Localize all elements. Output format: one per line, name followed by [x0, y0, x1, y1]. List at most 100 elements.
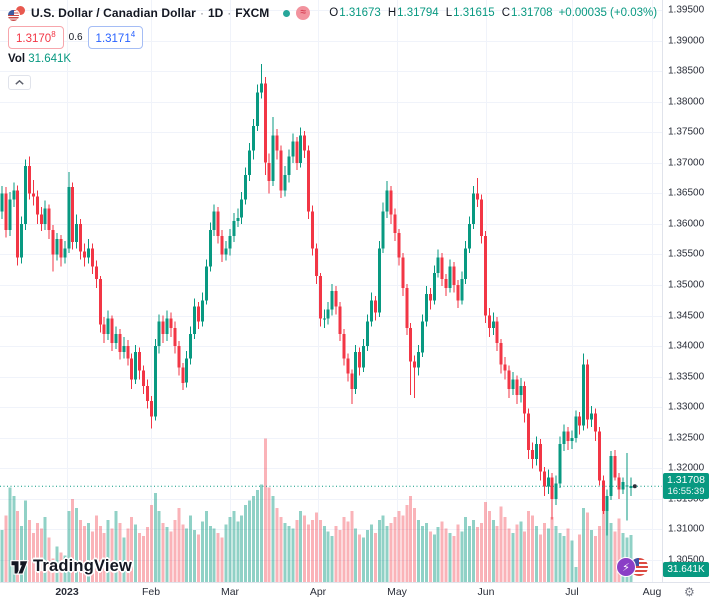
candle-body: [208, 230, 212, 267]
candle-body: [71, 187, 75, 243]
volume-bar: [106, 519, 110, 582]
current-price-badge: 1.31708 16:55:39: [663, 473, 709, 500]
volume-bar: [59, 552, 63, 582]
volume-bar: [421, 525, 424, 582]
candle-body: [153, 346, 157, 417]
candle-body: [314, 248, 318, 276]
time-tick-label: Aug: [642, 586, 662, 598]
volume-bar: [468, 525, 472, 582]
candle-body: [342, 333, 346, 359]
candle-body: [389, 190, 393, 215]
volume-bar: [224, 524, 228, 582]
candle-body: [511, 379, 515, 389]
candle-body: [334, 291, 338, 307]
candle-body: [224, 248, 228, 255]
candle-body: [318, 275, 322, 319]
lightning-event-icon[interactable]: ⚡: [616, 557, 636, 577]
volume-layer: [0, 438, 633, 582]
price-tick-label: 1.31000: [668, 523, 705, 535]
bid-ask-row: 1.31708 0.6 1.31714: [8, 26, 657, 49]
volume-indicator-row[interactable]: Vol 31.641K: [8, 53, 657, 67]
volume-axis-badge: 31.641K: [663, 562, 709, 577]
symbol-title[interactable]: U.S. Dollar / Canadian Dollar: [31, 6, 196, 20]
candle-body: [523, 385, 527, 414]
volume-bar: [216, 533, 220, 582]
candle-body: [157, 321, 161, 347]
volume-bar: [417, 519, 421, 582]
time-tick-label: 2023: [55, 586, 79, 598]
volume-bar: [531, 515, 535, 582]
volume-bar: [326, 531, 330, 582]
candle-body: [495, 321, 499, 344]
candle-body: [476, 193, 479, 200]
candle-body: [483, 236, 487, 316]
candle-body: [16, 190, 20, 258]
exchange-label[interactable]: FXCM: [235, 6, 270, 20]
volume-bar: [554, 525, 558, 582]
candle-body: [413, 361, 417, 368]
volume-bar: [401, 515, 405, 582]
market-status-dot-icon[interactable]: [283, 9, 291, 17]
volume-bar: [134, 524, 138, 582]
candle-body: [244, 175, 248, 200]
bar-countdown-timer: 16:55:39: [667, 486, 705, 498]
candle-body: [546, 477, 550, 487]
symbol-title-row[interactable]: U.S. Dollar / Canadian Dollar · 1D · FXC…: [8, 4, 657, 22]
volume-bar: [43, 516, 47, 582]
candle-body: [617, 477, 621, 490]
time-axis[interactable]: ⚙ 2023 Feb Mar Apr May Jun Jul Aug: [0, 582, 710, 600]
volume-bar: [440, 521, 444, 582]
volume-bar: [476, 527, 479, 582]
volume-bar: [220, 537, 224, 582]
tradingview-watermark[interactable]: TradingView: [8, 556, 132, 577]
volume-bar: [149, 505, 153, 582]
volume-bar: [397, 511, 401, 582]
separator-dot: ·: [227, 6, 232, 20]
volume-bar: [244, 505, 248, 582]
candle-body: [283, 175, 287, 191]
currency-pair-icon: [8, 5, 25, 21]
volume-bar: [173, 519, 177, 582]
candle-body: [51, 230, 55, 255]
volume-bar: [47, 537, 51, 582]
delayed-data-icon[interactable]: ≈: [296, 6, 311, 20]
volume-bar: [55, 546, 59, 582]
volume-bar: [181, 524, 185, 582]
buy-ask-button[interactable]: 1.31714: [87, 26, 144, 49]
volume-bar: [562, 536, 566, 582]
volume-bar: [110, 528, 114, 582]
legend-collapse-button[interactable]: [8, 75, 31, 90]
volume-bar: [130, 516, 134, 582]
candle-body: [570, 437, 574, 441]
candle-body: [393, 214, 397, 233]
timeframe-label[interactable]: 1D: [207, 6, 224, 20]
candle-body: [87, 248, 90, 258]
volume-bar: [460, 531, 464, 582]
volume-bar: [358, 534, 362, 582]
volume-bar: [546, 528, 550, 582]
volume-bar: [464, 516, 468, 582]
candle-body: [401, 257, 405, 289]
candle-body: [519, 385, 523, 395]
event-markers: ⚡: [616, 557, 656, 579]
volume-bar: [350, 511, 354, 582]
high-label: H: [387, 7, 397, 19]
candle-body: [0, 193, 4, 212]
candle-body: [417, 352, 421, 368]
axis-settings-gear-icon[interactable]: ⚙: [684, 585, 695, 599]
candle-body: [252, 126, 255, 151]
sell-bid-button[interactable]: 1.31708: [8, 26, 64, 49]
volume-bar: [586, 512, 590, 582]
bid-price: 1.3170: [16, 32, 52, 45]
volume-bar: [185, 528, 189, 582]
ask-price-pip: 4: [130, 30, 136, 40]
candle-body: [55, 239, 59, 255]
volume-bar: [342, 516, 346, 582]
volume-bar: [487, 511, 491, 582]
candle-body: [621, 481, 625, 490]
volume-bar: [617, 518, 621, 582]
open-label: O: [329, 7, 339, 19]
volume-bar: [142, 536, 145, 582]
